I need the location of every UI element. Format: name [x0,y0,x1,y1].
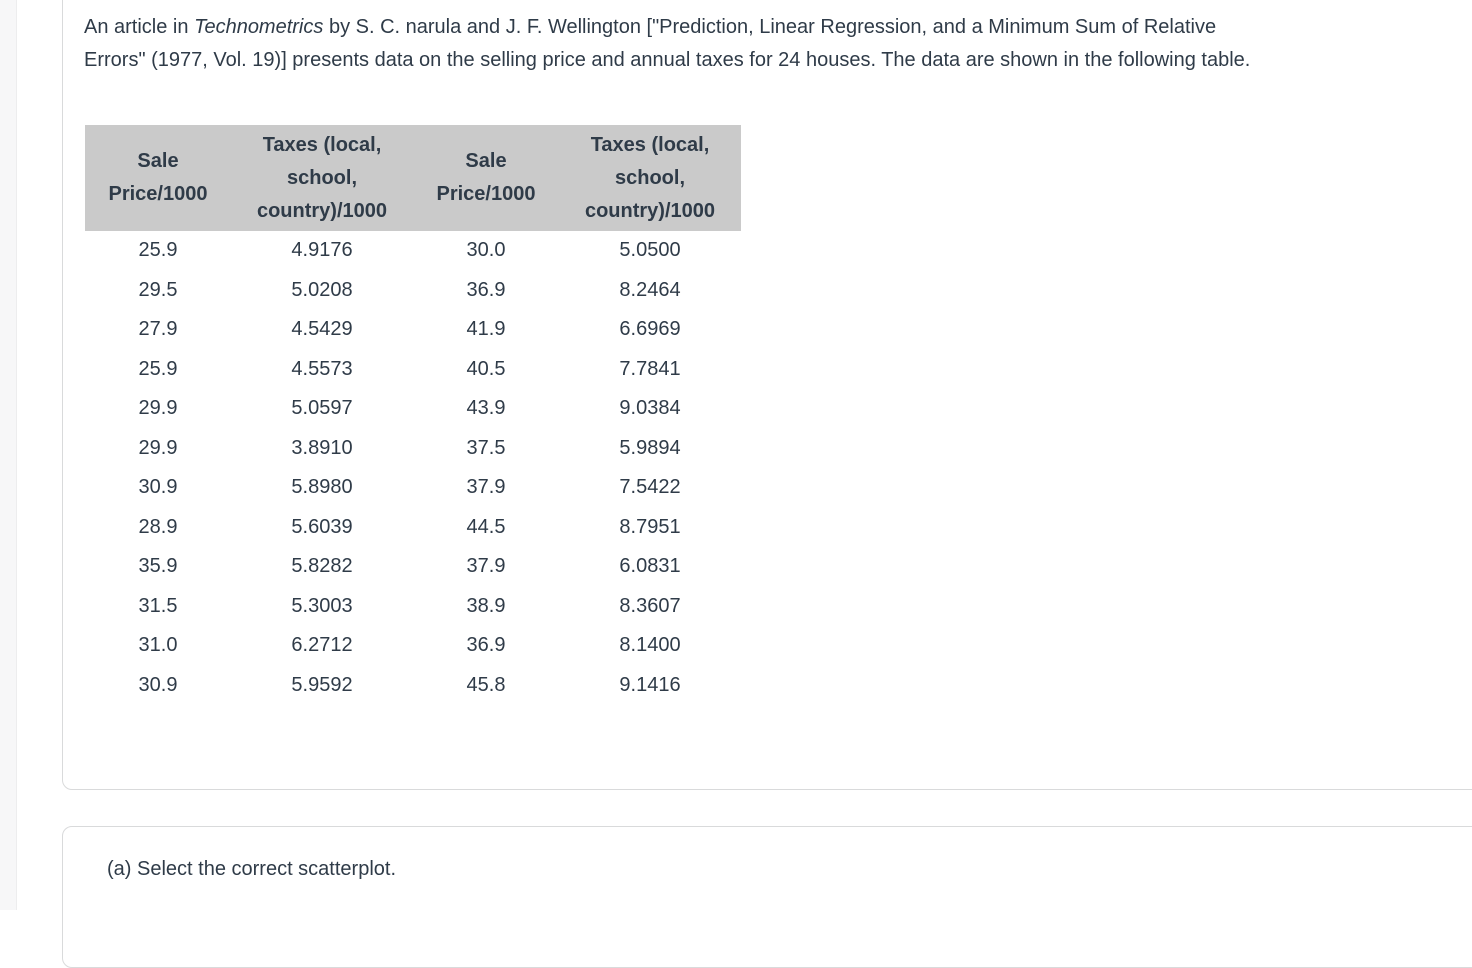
table-cell: 30.9 [138,673,178,696]
table-header-row: Sale Price/1000 Taxes (local, school, co… [85,125,741,231]
table-cell: 29.9 [138,436,178,459]
table-row: 25.9 4.9176 30.0 5.0500 [85,231,741,271]
table-cell: 4.9176 [291,239,353,262]
table-cell: 5.0500 [619,239,681,262]
header-sale-price-1: Sale Price/1000 [85,125,249,231]
table-cell: 41.9 [466,318,506,341]
table-cell: 29.5 [138,278,178,301]
table-cell: 6.2712 [291,634,353,657]
table-cell: 5.9592 [291,673,353,696]
problem-intro-text: An article in Technometrics by S. C. nar… [84,11,1459,77]
table-cell: 8.2464 [619,278,681,301]
table-row: 30.9 5.9592 45.8 9.1416 [85,666,741,706]
table-cell: 7.7841 [619,357,681,380]
table-row: 29.9 5.0597 43.9 9.0384 [85,389,741,429]
table-cell: 37.9 [466,555,506,578]
table-cell: 29.9 [138,397,178,420]
table-row: 25.9 4.5573 40.5 7.7841 [85,350,741,390]
table-cell: 8.1400 [619,634,681,657]
table-cell: 40.5 [466,357,506,380]
table-cell: 37.5 [466,436,506,459]
intro-text-before: An article in [84,16,195,38]
table-cell: 8.7951 [619,515,681,538]
table-row: 31.0 6.2712 36.9 8.1400 [85,626,741,666]
table-cell: 9.1416 [619,673,681,696]
table-cell: 28.9 [138,515,178,538]
header-taxes-2: Taxes (local, school, country)/1000 [577,125,741,231]
table-cell: 5.0208 [291,278,353,301]
table-cell: 30.9 [138,476,178,499]
journal-name-italic: Technometrics [194,16,324,38]
table-cell: 3.8910 [291,436,353,459]
part-a-prompt: (a) Select the correct scatterplot. [107,858,397,880]
house-data-table: Sale Price/1000 Taxes (local, school, co… [85,125,741,705]
table-cell: 5.6039 [291,515,353,538]
table-cell: 5.9894 [619,436,681,459]
table-row: 27.9 4.5429 41.9 6.6969 [85,310,741,350]
table-cell: 4.5429 [291,318,353,341]
table-row: 35.9 5.8282 37.9 6.0831 [85,547,741,587]
table-cell: 25.9 [138,357,178,380]
table-cell: 5.8980 [291,476,353,499]
table-cell: 44.5 [466,515,506,538]
table-row: 28.9 5.6039 44.5 8.7951 [85,508,741,548]
table-cell: 45.8 [466,673,506,696]
table-cell: 7.5422 [619,476,681,499]
table-row: 30.9 5.8980 37.9 7.5422 [85,468,741,508]
page-left-gutter [0,0,17,910]
table-cell: 5.0597 [291,397,353,420]
intro-text-after: by S. C. narula and J. F. Wellington ["P… [84,16,1251,71]
table-cell: 25.9 [138,239,178,262]
table-row: 31.5 5.3003 38.9 8.3607 [85,587,741,627]
table-cell: 38.9 [466,594,506,617]
table-cell: 31.0 [138,634,178,657]
table-cell: 36.9 [466,634,506,657]
table-cell: 4.5573 [291,357,353,380]
table-row: 29.5 5.0208 36.9 8.2464 [85,271,741,311]
table-cell: 31.5 [138,594,178,617]
table-cell: 35.9 [138,555,178,578]
table-row: 29.9 3.8910 37.5 5.9894 [85,429,741,469]
table-cell: 5.3003 [291,594,353,617]
table-cell: 6.6969 [619,318,681,341]
table-cell: 6.0831 [619,555,681,578]
table-cell: 43.9 [466,397,506,420]
header-sale-price-2: Sale Price/1000 [413,125,577,231]
table-cell: 36.9 [466,278,506,301]
table-cell: 9.0384 [619,397,681,420]
table-cell: 37.9 [466,476,506,499]
header-taxes-1: Taxes (local, school, country)/1000 [249,125,413,231]
table-cell: 30.0 [466,239,506,262]
table-cell: 5.8282 [291,555,353,578]
table-cell: 27.9 [138,318,178,341]
table-cell: 8.3607 [619,594,681,617]
question-part-a-card [62,826,1472,968]
